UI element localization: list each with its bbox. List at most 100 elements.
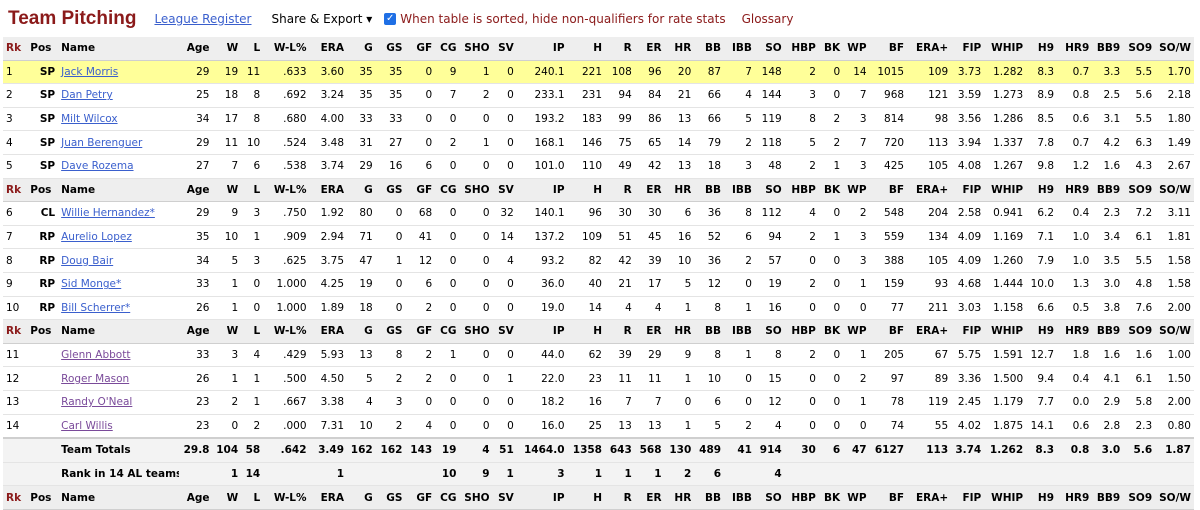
column-header-l[interactable]: L (241, 178, 264, 203)
player-link[interactable]: Jack Morris (61, 65, 119, 78)
player-link[interactable]: Milt Wilcox (61, 113, 118, 126)
hide-non-qualifiers-toggle[interactable]: ✓ When table is sorted, hide non-qualifi… (384, 12, 726, 26)
column-header-so-w[interactable]: SO/W (1155, 485, 1194, 510)
column-header-bb[interactable]: BB (694, 485, 725, 510)
column-header-hr[interactable]: HR (664, 37, 695, 61)
column-header-gf[interactable]: GF (405, 37, 436, 61)
column-header-era[interactable]: ERA+ (907, 485, 952, 510)
column-header-so-w[interactable]: SO/W (1155, 319, 1194, 344)
column-header-g[interactable]: G (347, 319, 376, 344)
column-header-w-l[interactable]: W-L% (263, 319, 310, 344)
column-header-name[interactable]: Name (58, 37, 180, 61)
column-header-so9[interactable]: SO9 (1123, 178, 1156, 203)
column-header-wp[interactable]: WP (843, 37, 870, 61)
column-header-sv[interactable]: SV (492, 485, 517, 510)
column-header-sv[interactable]: SV (492, 319, 517, 344)
player-link[interactable]: Glenn Abbott (61, 349, 131, 362)
column-header-era[interactable]: ERA (309, 319, 348, 344)
column-header-wp[interactable]: WP (843, 485, 870, 510)
player-link[interactable]: Willie Hernandez* (61, 207, 155, 220)
player-link[interactable]: Roger Mason (61, 372, 130, 385)
glossary-link[interactable]: Glossary (741, 11, 794, 26)
column-header-hr9[interactable]: HR9 (1057, 319, 1093, 344)
column-header-ibb[interactable]: IBB (724, 37, 755, 61)
column-header-bb[interactable]: BB (694, 319, 725, 344)
column-header-rk[interactable]: Rk (3, 37, 28, 61)
column-header-h[interactable]: H (567, 319, 605, 344)
column-header-w-l[interactable]: W-L% (263, 178, 310, 203)
column-header-hbp[interactable]: HBP (784, 319, 819, 344)
player-link[interactable]: Doug Bair (61, 254, 114, 267)
column-header-g[interactable]: G (347, 37, 376, 61)
column-header-bk[interactable]: BK (818, 37, 844, 61)
column-header-sv[interactable]: SV (492, 37, 517, 61)
column-header-r[interactable]: R (605, 37, 635, 61)
column-header-wp[interactable]: WP (843, 178, 870, 203)
column-header-hbp[interactable]: HBP (784, 37, 819, 61)
column-header-h9[interactable]: H9 (1026, 37, 1058, 61)
column-header-ibb[interactable]: IBB (724, 178, 755, 203)
column-header-er[interactable]: ER (634, 485, 665, 510)
column-header-hr[interactable]: HR (664, 319, 695, 344)
column-header-name[interactable]: Name (58, 485, 180, 510)
column-header-gf[interactable]: GF (405, 319, 436, 344)
column-header-so9[interactable]: SO9 (1123, 485, 1156, 510)
column-header-bf[interactable]: BF (869, 485, 908, 510)
column-header-ip[interactable]: IP (516, 485, 568, 510)
column-header-fip[interactable]: FIP (951, 319, 985, 344)
column-header-hr9[interactable]: HR9 (1057, 37, 1093, 61)
column-header-hr[interactable]: HR (664, 178, 695, 203)
column-header-l[interactable]: L (241, 37, 264, 61)
player-link[interactable]: Juan Berenguer (61, 136, 143, 149)
column-header-gs[interactable]: GS (375, 37, 406, 61)
column-header-hr[interactable]: HR (664, 485, 695, 510)
column-header-era[interactable]: ERA+ (907, 319, 952, 344)
column-header-gf[interactable]: GF (405, 178, 436, 203)
column-header-bb9[interactable]: BB9 (1092, 485, 1124, 510)
column-header-bk[interactable]: BK (818, 178, 844, 203)
column-header-bk[interactable]: BK (818, 319, 844, 344)
column-header-h9[interactable]: H9 (1026, 485, 1058, 510)
player-link[interactable]: Bill Scherrer* (61, 301, 131, 314)
column-header-l[interactable]: L (241, 485, 264, 510)
column-header-w-l[interactable]: W-L% (263, 37, 310, 61)
column-header-w[interactable]: W (212, 485, 242, 510)
column-header-er[interactable]: ER (634, 178, 665, 203)
column-header-so[interactable]: SO (754, 37, 785, 61)
column-header-h[interactable]: H (567, 37, 605, 61)
column-header-er[interactable]: ER (634, 319, 665, 344)
column-header-pos[interactable]: Pos (27, 319, 59, 344)
column-header-so9[interactable]: SO9 (1123, 37, 1156, 61)
column-header-bb9[interactable]: BB9 (1092, 37, 1124, 61)
column-header-fip[interactable]: FIP (951, 178, 985, 203)
column-header-r[interactable]: R (605, 178, 635, 203)
column-header-w[interactable]: W (212, 37, 242, 61)
column-header-g[interactable]: G (347, 178, 376, 203)
column-header-w-l[interactable]: W-L% (263, 485, 310, 510)
column-header-age[interactable]: Age (179, 319, 213, 344)
column-header-cg[interactable]: CG (435, 37, 460, 61)
column-header-rk[interactable]: Rk (3, 485, 28, 510)
column-header-w[interactable]: W (212, 178, 242, 203)
league-register-link[interactable]: League Register (154, 11, 252, 26)
column-header-sho[interactable]: SHO (459, 178, 493, 203)
column-header-so9[interactable]: SO9 (1123, 319, 1156, 344)
column-header-whip[interactable]: WHIP (984, 485, 1027, 510)
column-header-ip[interactable]: IP (516, 178, 568, 203)
column-header-bb9[interactable]: BB9 (1092, 319, 1124, 344)
column-header-sv[interactable]: SV (492, 178, 517, 203)
player-link[interactable]: Sid Monge* (61, 278, 122, 291)
checkbox-checked-icon[interactable]: ✓ (384, 12, 397, 25)
column-header-h[interactable]: H (567, 485, 605, 510)
share-export-menu[interactable]: Share & Export ▾ (271, 11, 373, 26)
column-header-hr9[interactable]: HR9 (1057, 485, 1093, 510)
column-header-whip[interactable]: WHIP (984, 37, 1027, 61)
column-header-era[interactable]: ERA (309, 178, 348, 203)
player-link[interactable]: Aurelio Lopez (61, 231, 132, 244)
column-header-so[interactable]: SO (754, 319, 785, 344)
column-header-cg[interactable]: CG (435, 319, 460, 344)
column-header-pos[interactable]: Pos (27, 37, 59, 61)
column-header-rk[interactable]: Rk (3, 319, 28, 344)
column-header-bb[interactable]: BB (694, 178, 725, 203)
column-header-l[interactable]: L (241, 319, 264, 344)
